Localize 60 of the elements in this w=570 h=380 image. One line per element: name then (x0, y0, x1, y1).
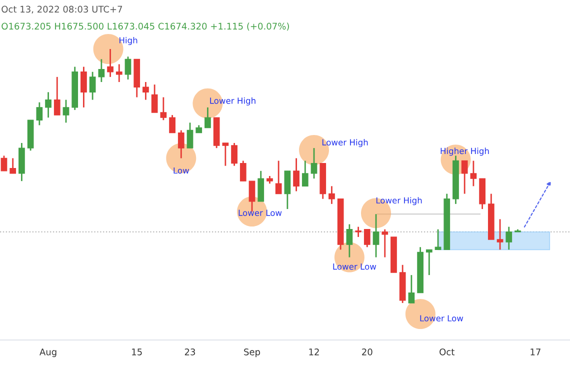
annotation: Lower High (322, 139, 368, 148)
candlestick (178, 130, 184, 159)
candlestick (506, 226, 512, 250)
x-tick-label: 20 (362, 348, 372, 356)
candlestick (310, 147, 318, 180)
x-tick-label: 23 (184, 348, 196, 356)
x-tick-label: Sep (244, 348, 260, 358)
annotation: Lower High (376, 197, 422, 206)
candlestick (80, 66, 87, 108)
candlestick (10, 158, 16, 174)
candlestick (222, 142, 229, 167)
candlestick (240, 160, 246, 182)
x-tick-label: 17 (530, 348, 540, 356)
candlestick (382, 228, 388, 258)
candlestick (408, 274, 415, 304)
annotation: Lower Low (333, 264, 376, 270)
candlestick (107, 48, 114, 78)
candlestick (434, 228, 442, 250)
text: High (120, 36, 138, 46)
x-tick-label: 15 (132, 348, 142, 356)
x-tick-label: Aug (40, 348, 56, 358)
candlestick (124, 56, 132, 80)
candlestick (496, 218, 504, 250)
candlestick (186, 122, 194, 149)
candlestick (62, 99, 70, 124)
annotation: Lower Low (238, 210, 282, 216)
candlestick (364, 228, 370, 248)
candlestick (258, 170, 264, 202)
candlestick (284, 170, 291, 210)
candlestick (275, 160, 282, 194)
candlestick (89, 71, 96, 100)
candlestick (346, 224, 353, 258)
candlestick (54, 76, 60, 116)
candlestick (328, 185, 335, 205)
candlestick (160, 96, 167, 121)
annotation: Lower High (210, 97, 256, 106)
x-tick-label: Oct (440, 348, 454, 356)
candlestick (98, 58, 105, 83)
x-tick-label: 12 (309, 348, 319, 356)
candlestick (293, 158, 300, 192)
annotation: Higher High (440, 148, 489, 156)
candlestick (470, 160, 477, 187)
candlestick (461, 160, 468, 194)
text: O1673.205 H1675.500 L1673.045 C1674.320 +1.115 (+0.07%) (2, 22, 289, 31)
candlestick (231, 142, 238, 167)
candlestick (426, 248, 432, 276)
candlestick (116, 64, 122, 83)
candlestick (169, 114, 176, 134)
candlestick (142, 81, 149, 100)
candlestick (151, 84, 158, 114)
candlestick (204, 106, 211, 128)
text: Lower Low (420, 315, 464, 322)
candlestick (355, 226, 362, 238)
candlestick (45, 91, 52, 118)
candlestick (0, 154, 8, 172)
text: Oct 13, 2022 08:03 UTC+7 (2, 6, 122, 14)
candlestick (372, 213, 380, 258)
candlestick (36, 102, 43, 126)
candlestick (302, 160, 308, 187)
annotation: Low (174, 167, 189, 174)
